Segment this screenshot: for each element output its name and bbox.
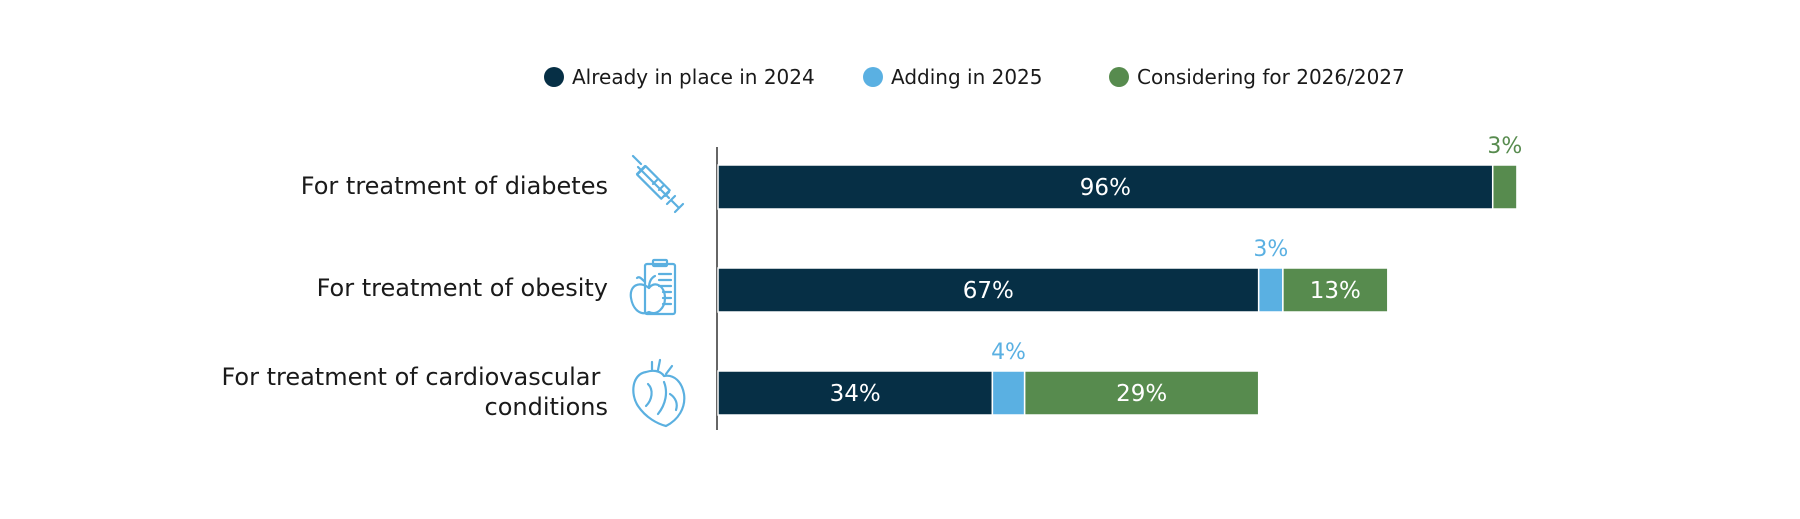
bars-group: 96% 3% 67% 3% 13% 34% 4% 29% [717,134,1522,416]
legend-item-adding-in-2025: Adding in 2025 [863,65,1043,89]
category-label-cardiovascular: For treatment of cardiovascular conditio… [221,363,608,421]
legend-item-considering-for-2026-2027: Considering for 2026/2027 [1109,65,1405,89]
bar-segment-adding-in-2025 [1257,267,1284,313]
data-label: 13% [1310,278,1361,304]
legend-swatch [544,67,564,87]
syringe-icon [631,154,685,214]
data-label-outside: 4% [991,340,1026,365]
bar-row-1: 67% 3% 13% [717,237,1389,313]
heart-icon [632,358,686,428]
data-label: 34% [830,381,881,407]
legend: Already in place in 2024 Adding in 2025 Co… [544,65,1405,89]
data-label-outside: 3% [1253,237,1288,262]
bar-row-0: 96% 3% [717,134,1522,210]
category-label-obesity: For treatment of obesity [317,274,608,302]
bar-row-2: 34% 4% 29% [717,340,1260,416]
clipboard-apple-icon [629,258,677,316]
data-label: 96% [1080,175,1131,201]
category-label-diabetes: For treatment of diabetes [301,172,608,200]
legend-label: Adding in 2025 [891,65,1043,89]
legend-swatch [863,67,883,87]
legend-swatch [1109,67,1129,87]
bar-segment-already-in-place-in-2024 [717,267,1260,313]
legend-label: Considering for 2026/2027 [1137,65,1405,89]
bar-segment-already-in-place-in-2024 [717,164,1494,210]
bar-segment-considering-for-2026-2027 [1023,370,1260,416]
data-label: 67% [963,278,1014,304]
legend-label: Already in place in 2024 [572,65,815,89]
bar-segment-adding-in-2025 [991,370,1026,416]
bar-segment-considering-for-2026-2027 [1491,164,1518,210]
bar-segment-considering-for-2026-2027 [1282,267,1389,313]
data-label: 29% [1116,381,1167,407]
legend-item-already-in-place-in-2024: Already in place in 2024 [544,65,815,89]
data-label-outside: 3% [1487,134,1522,159]
